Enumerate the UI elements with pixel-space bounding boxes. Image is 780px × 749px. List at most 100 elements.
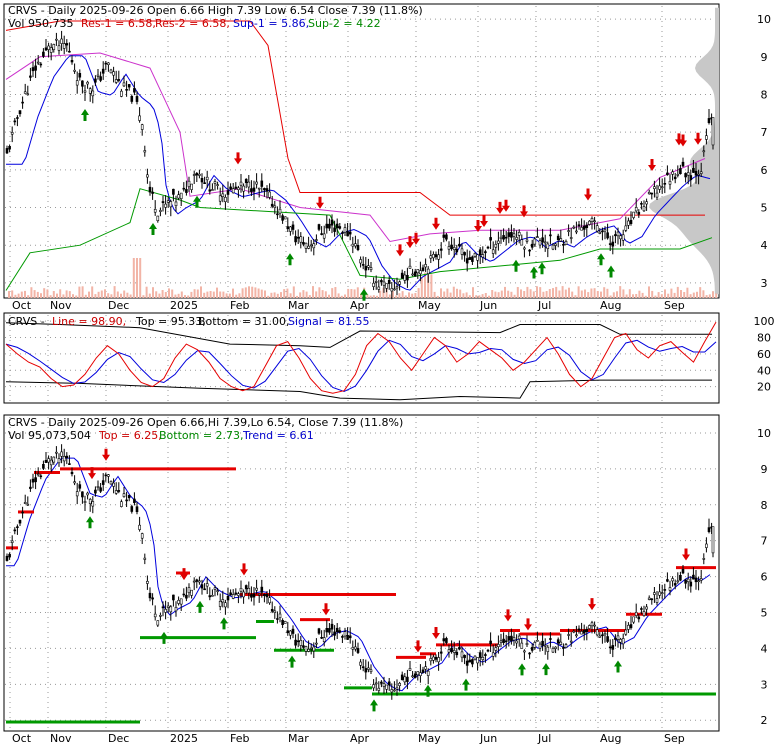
candle-body (382, 683, 386, 687)
volume-bar (321, 290, 324, 298)
candle-body (491, 249, 495, 254)
volume-bar (513, 294, 516, 298)
volume-bar (705, 295, 708, 298)
candle-body (460, 248, 464, 255)
candle-body (270, 608, 274, 612)
volume-bar (475, 295, 478, 298)
candle-body (577, 628, 581, 631)
candle-body (317, 224, 321, 230)
buy-arrow (538, 262, 546, 275)
candle-body (546, 646, 550, 652)
candle-body (325, 223, 329, 229)
candle-body (614, 234, 617, 237)
candle-body (684, 579, 687, 584)
candle-body (73, 481, 76, 484)
candle-body (341, 232, 344, 234)
candle-body (473, 655, 477, 660)
candle-body (91, 90, 95, 97)
candle-body (335, 223, 339, 229)
candle-body (671, 578, 674, 582)
candle-body (133, 498, 136, 504)
candle-body (47, 458, 50, 463)
volume-bar (254, 287, 257, 298)
candle-body (611, 645, 615, 650)
sell-arrow (180, 568, 188, 581)
candle-body (179, 598, 183, 605)
candle-body (104, 474, 108, 477)
volume-bar (577, 286, 580, 298)
candle-body (559, 238, 563, 242)
candle-body (255, 587, 258, 591)
y-tick-label: 2 (761, 714, 768, 727)
candle-body (686, 578, 690, 582)
buy-arrow (462, 678, 470, 691)
candle-body (138, 115, 141, 121)
oscillator-top-envelope (5, 322, 712, 348)
candle-body (91, 501, 95, 507)
candle-body (387, 279, 391, 284)
sell-arrow (520, 205, 528, 218)
candle-body (239, 181, 243, 186)
candle-body (367, 265, 370, 268)
candle-body (387, 681, 391, 686)
volume-bar (312, 286, 314, 298)
candle-body (208, 189, 212, 192)
sell-arrow (648, 158, 656, 171)
candle-body (47, 45, 50, 50)
candle-body (629, 219, 633, 224)
candle-body (190, 183, 193, 190)
candle-body (590, 622, 594, 627)
volume-bar (664, 289, 666, 298)
candle-body (205, 583, 209, 587)
y-tick-label: 3 (761, 277, 768, 290)
candle-body (94, 489, 97, 494)
candle-body (44, 47, 48, 51)
candle-body (450, 647, 453, 653)
volume-bar (600, 291, 602, 298)
candle-body (174, 606, 178, 612)
candle-body (645, 606, 648, 610)
sell-arrow (240, 563, 248, 576)
candle-body (486, 246, 490, 249)
volume-bar (702, 290, 705, 298)
candle-body (455, 651, 459, 656)
volume-bar (430, 274, 433, 298)
x-tick-label-top: Nov (50, 299, 72, 312)
volume-bar (174, 294, 177, 298)
candle-body (437, 657, 440, 663)
candle-body (60, 451, 63, 457)
candle-body (322, 637, 326, 642)
volume-bar (660, 294, 663, 298)
candle-body (385, 283, 388, 289)
volume-bar (94, 294, 97, 298)
volume-bar (225, 293, 228, 298)
oscillator-top-label: Top = 95.33, (135, 315, 206, 328)
candle-body (242, 591, 245, 598)
candle-body (335, 627, 339, 633)
candle-body (484, 654, 487, 656)
candle-body (289, 226, 292, 232)
candle-body (148, 592, 152, 599)
candle-body (224, 602, 227, 608)
volume-bar (104, 289, 106, 298)
candle-body (424, 666, 427, 670)
price-panel-title: CRVS - Daily 2025-09-26 Open 6.66 High 7… (8, 4, 423, 17)
candle-body (582, 225, 586, 230)
candle-body (255, 181, 258, 185)
volume-bar (158, 293, 161, 298)
candle-body (393, 689, 396, 692)
volume-bar (465, 292, 468, 298)
candle-body (57, 45, 61, 51)
candle-body (112, 71, 115, 76)
candle-body (374, 281, 378, 283)
volume-bar (433, 291, 436, 298)
x-tick-label-bottom: Dec (108, 732, 129, 745)
y-tick-label: 9 (761, 51, 768, 64)
volume-bar (510, 291, 513, 298)
candle-body (276, 618, 279, 620)
candle-body (257, 593, 261, 596)
candle-body (382, 281, 386, 286)
volume-bar (526, 286, 529, 298)
candle-body (81, 491, 84, 498)
candle-body (421, 669, 425, 673)
